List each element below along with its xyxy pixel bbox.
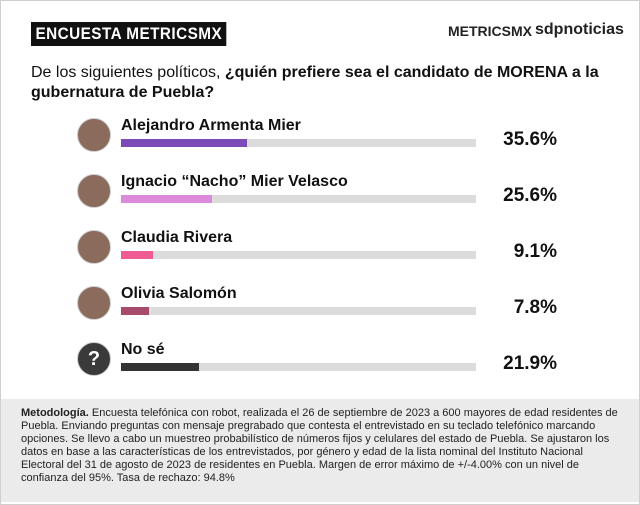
bar-track (121, 195, 476, 203)
bar-track (121, 251, 476, 259)
unknown-icon: ? (77, 342, 111, 376)
methodology-label: Metodología. (21, 407, 89, 419)
title-text: De los siguientes políticos, (31, 64, 225, 81)
bar-track (121, 139, 476, 147)
value-label: 35.6% (503, 129, 557, 150)
chart-title: De los siguientes políticos, ¿quién pref… (31, 63, 621, 103)
category-label: No sé (121, 341, 165, 358)
methodology-text: Encuesta telefónica con robot, realizada… (21, 407, 618, 484)
bar (121, 307, 149, 315)
bar (121, 139, 248, 147)
value-label: 25.6% (503, 185, 557, 206)
methodology: Metodología. Encuesta telefónica con rob… (1, 399, 639, 502)
value-label: 21.9% (503, 353, 557, 374)
bar (121, 363, 199, 371)
logo: METRICSMX (448, 23, 532, 39)
category-label: Ignacio “Nacho” Mier Velasco (121, 173, 348, 190)
logo: sdpnoticias (535, 21, 624, 38)
title-bold: ¿quién prefiere sea el candidato de MORE… (31, 64, 599, 101)
category-label: Olivia Salomón (121, 285, 237, 302)
bar-track (121, 307, 476, 315)
bar (121, 195, 212, 203)
avatar (77, 230, 111, 264)
avatar (77, 118, 111, 152)
avatar (77, 286, 111, 320)
value-label: 9.1% (513, 241, 557, 262)
category-label: Claudia Rivera (121, 229, 233, 246)
bar (121, 251, 154, 259)
value-label: 7.8% (513, 297, 557, 318)
bar-track (121, 363, 476, 371)
avatar (77, 174, 111, 208)
category-label: Alejandro Armenta Mier (121, 117, 301, 134)
badge: ENCUESTA METRICSMX (31, 22, 227, 46)
